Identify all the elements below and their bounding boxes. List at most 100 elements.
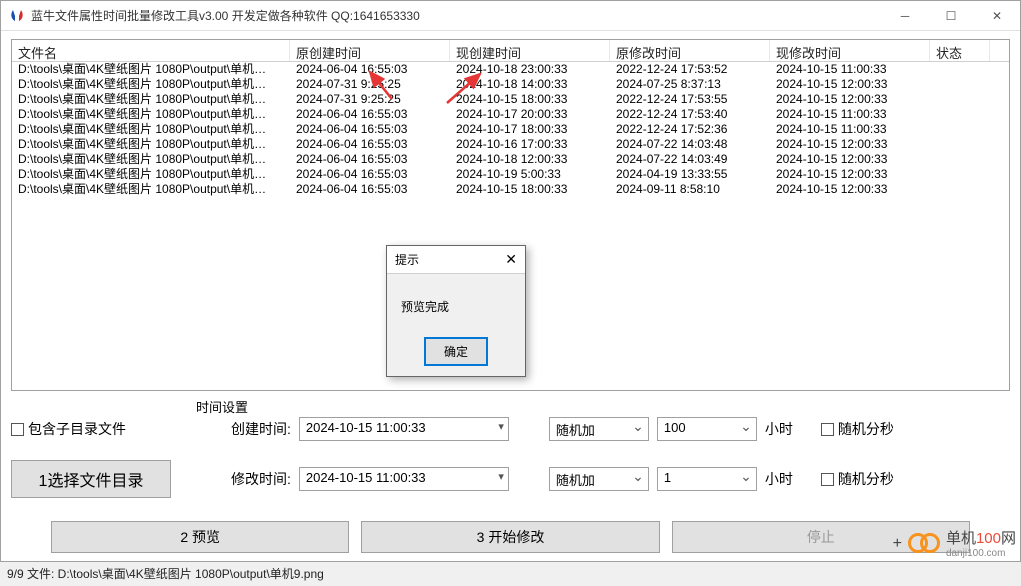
col-orig-create[interactable]: 原创建时间 xyxy=(290,40,450,61)
hours-input-2[interactable]: 1 xyxy=(657,467,757,491)
cell-status xyxy=(930,182,990,197)
dialog-ok-button[interactable]: 确定 xyxy=(424,337,488,366)
col-status[interactable]: 状态 xyxy=(930,40,990,61)
checkbox-icon xyxy=(11,423,24,436)
maximize-button[interactable]: ☐ xyxy=(928,1,974,31)
table-row[interactable]: D:\tools\桌面\4K壁纸图片 1080P\output\单机…2024-… xyxy=(12,137,1009,152)
cell-status xyxy=(930,167,990,182)
random-minsec-1[interactable]: 随机分秒 xyxy=(821,419,894,439)
cell-orig-create: 2024-06-04 16:55:03 xyxy=(290,167,450,182)
cell-orig-create: 2024-07-31 9:25:25 xyxy=(290,77,450,92)
table-row[interactable]: D:\tools\桌面\4K壁纸图片 1080P\output\单机…2024-… xyxy=(12,62,1009,77)
cell-orig-create: 2024-06-04 16:55:03 xyxy=(290,182,450,197)
start-button[interactable]: 3 开始修改 xyxy=(361,521,659,553)
cell-new-modify: 2024-10-15 12:00:33 xyxy=(770,77,930,92)
settings-row-1: 包含子目录文件 创建时间: 2024-10-15 11:00:33 随机加 10… xyxy=(11,415,1010,443)
dialog-titlebar: 提示 ✕ xyxy=(387,246,525,274)
cell-status xyxy=(930,77,990,92)
cell-orig-modify: 2024-07-22 14:03:49 xyxy=(610,152,770,167)
create-time-input[interactable]: 2024-10-15 11:00:33 xyxy=(299,417,509,441)
cell-status xyxy=(930,62,990,77)
modify-time-input[interactable]: 2024-10-15 11:00:33 xyxy=(299,467,509,491)
table-row[interactable]: D:\tools\桌面\4K壁纸图片 1080P\output\单机…2024-… xyxy=(12,182,1009,197)
cell-new-create: 2024-10-15 18:00:33 xyxy=(450,182,610,197)
random-mode-2[interactable]: 随机加 xyxy=(549,467,649,491)
col-orig-modify[interactable]: 原修改时间 xyxy=(610,40,770,61)
dialog-title-text: 提示 xyxy=(395,251,419,268)
checkbox-icon xyxy=(821,423,834,436)
hours-input-1[interactable]: 100 xyxy=(657,417,757,441)
cell-orig-modify: 2024-04-19 13:33:55 xyxy=(610,167,770,182)
table-row[interactable]: D:\tools\桌面\4K壁纸图片 1080P\output\单机…2024-… xyxy=(12,107,1009,122)
cell-new-modify: 2024-10-15 11:00:33 xyxy=(770,122,930,137)
cell-filename: D:\tools\桌面\4K壁纸图片 1080P\output\单机… xyxy=(12,62,290,77)
cell-orig-create: 2024-06-04 16:55:03 xyxy=(290,137,450,152)
cell-orig-modify: 2022-12-24 17:53:52 xyxy=(610,62,770,77)
select-dir-button[interactable]: 1选择文件目录 xyxy=(11,460,171,498)
cell-status xyxy=(930,92,990,107)
cell-new-create: 2024-10-16 17:00:33 xyxy=(450,137,610,152)
cell-filename: D:\tools\桌面\4K壁纸图片 1080P\output\单机… xyxy=(12,137,290,152)
cell-new-create: 2024-10-19 5:00:33 xyxy=(450,167,610,182)
cell-status xyxy=(930,107,990,122)
cell-orig-modify: 2024-07-22 14:03:48 xyxy=(610,137,770,152)
preview-button[interactable]: 2 预览 xyxy=(51,521,349,553)
cell-orig-create: 2024-06-04 16:55:03 xyxy=(290,107,450,122)
cell-new-create: 2024-10-15 18:00:33 xyxy=(450,92,610,107)
table-row[interactable]: D:\tools\桌面\4K壁纸图片 1080P\output\单机…2024-… xyxy=(12,77,1009,92)
status-bar: 9/9 文件: D:\tools\桌面\4K壁纸图片 1080P\output\… xyxy=(1,561,1020,586)
cell-new-modify: 2024-10-15 12:00:33 xyxy=(770,167,930,182)
cell-new-modify: 2024-10-15 12:00:33 xyxy=(770,152,930,167)
cell-orig-modify: 2022-12-24 17:53:55 xyxy=(610,92,770,107)
cell-filename: D:\tools\桌面\4K壁纸图片 1080P\output\单机… xyxy=(12,92,290,107)
cell-filename: D:\tools\桌面\4K壁纸图片 1080P\output\单机… xyxy=(12,122,290,137)
cell-orig-modify: 2024-07-25 8:37:13 xyxy=(610,77,770,92)
cell-orig-create: 2024-06-04 16:55:03 xyxy=(290,62,450,77)
include-subdir-label: 包含子目录文件 xyxy=(28,419,126,439)
table-row[interactable]: D:\tools\桌面\4K壁纸图片 1080P\output\单机… 2024-… xyxy=(12,152,1009,167)
cell-filename: D:\tools\桌面\4K壁纸图片 1080P\output\单机… xyxy=(12,77,290,92)
cell-orig-create: 2024-06-04 16:55:03 xyxy=(290,122,450,137)
window-controls: ─ ☐ ✕ xyxy=(882,1,1020,31)
close-button[interactable]: ✕ xyxy=(974,1,1020,31)
col-new-modify[interactable]: 现修改时间 xyxy=(770,40,930,61)
cell-new-create: 2024-10-18 14:00:33 xyxy=(450,77,610,92)
table-row[interactable]: D:\tools\桌面\4K壁纸图片 1080P\output\单机… 2024-… xyxy=(12,92,1009,107)
titlebar: 蓝牛文件属性时间批量修改工具v3.00 开发定做各种软件 QQ:16416533… xyxy=(1,1,1020,31)
hour-unit-1: 小时 xyxy=(765,419,793,439)
include-subdir-checkbox[interactable]: 包含子目录文件 xyxy=(11,419,181,439)
cell-new-create: 2024-10-18 23:00:33 xyxy=(450,62,610,77)
table-row[interactable]: D:\tools\桌面\4K壁纸图片 1080P\output\单机…2024-… xyxy=(12,122,1009,137)
cell-new-modify: 2024-10-15 11:00:33 xyxy=(770,62,930,77)
logo-circle-2 xyxy=(920,533,940,553)
cell-filename: D:\tools\桌面\4K壁纸图片 1080P\output\单机… xyxy=(12,167,290,182)
cell-status xyxy=(930,152,990,167)
cell-status xyxy=(930,122,990,137)
checkbox-icon xyxy=(821,473,834,486)
table-row[interactable]: D:\tools\桌面\4K壁纸图片 1080P\output\单机…2024-… xyxy=(12,167,1009,182)
col-new-create[interactable]: 现创建时间 xyxy=(450,40,610,61)
table-header: 文件名 原创建时间 现创建时间 原修改时间 现修改时间 状态 xyxy=(12,40,1009,62)
cell-status xyxy=(930,137,990,152)
dialog-close-icon[interactable]: ✕ xyxy=(505,251,517,268)
cell-filename: D:\tools\桌面\4K壁纸图片 1080P\output\单机… xyxy=(12,182,290,197)
watermark: + 单机100网 danji100.com xyxy=(893,527,1016,559)
cell-new-create: 2024-10-17 18:00:33 xyxy=(450,122,610,137)
cell-filename: D:\tools\桌面\4K壁纸图片 1080P\output\单机… xyxy=(12,152,290,167)
settings-row-2: 1选择文件目录 修改时间: 2024-10-15 11:00:33 随机加 1 … xyxy=(11,465,1010,493)
cell-new-create: 2024-10-18 12:00:33 xyxy=(450,152,610,167)
cell-new-modify: 2024-10-15 12:00:33 xyxy=(770,182,930,197)
watermark-text: 单机100网 danji100.com xyxy=(946,527,1016,559)
dialog-message: 预览完成 xyxy=(387,274,525,333)
cell-orig-modify: 2022-12-24 17:53:40 xyxy=(610,107,770,122)
random-minsec-2[interactable]: 随机分秒 xyxy=(821,469,894,489)
cell-new-modify: 2024-10-15 12:00:33 xyxy=(770,137,930,152)
main-window: 蓝牛文件属性时间批量修改工具v3.00 开发定做各种软件 QQ:16416533… xyxy=(0,0,1021,562)
random-mode-1[interactable]: 随机加 xyxy=(549,417,649,441)
cell-new-modify: 2024-10-15 11:00:33 xyxy=(770,107,930,122)
dialog-footer: 确定 xyxy=(387,333,525,376)
col-filename[interactable]: 文件名 xyxy=(12,40,290,61)
settings-area: 时间设置 包含子目录文件 创建时间: 2024-10-15 11:00:33 随… xyxy=(11,397,1010,553)
cell-new-create: 2024-10-17 20:00:33 xyxy=(450,107,610,122)
minimize-button[interactable]: ─ xyxy=(882,1,928,31)
